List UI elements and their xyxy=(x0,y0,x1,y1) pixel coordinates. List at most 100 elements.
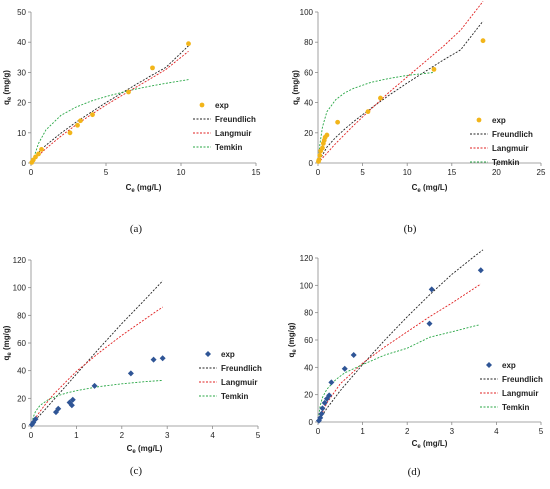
x-tick-label: 15 xyxy=(252,168,261,177)
y-axis-label: qe (mg/g) xyxy=(291,70,302,105)
y-tick-label: 60 xyxy=(304,68,313,77)
legend-exp-label: exp xyxy=(492,116,506,125)
legend-langmuir-label: Langmuir xyxy=(502,389,538,398)
y-tick-label: 20 xyxy=(304,129,313,138)
y-tick-label: 0 xyxy=(22,422,27,431)
exp-data-point xyxy=(320,145,325,151)
panel-c: 0 1 2 3 4 5 0 20 40 60 80 100 120 Ce (mg/L) qe (mg/g) e… xyxy=(2,256,262,477)
y-tick-label: 10 xyxy=(17,129,26,138)
legend-temkin-label: Temkin xyxy=(215,143,243,152)
legend-langmuir-label: Langmuir xyxy=(221,378,257,387)
y-tick-label: 40 xyxy=(17,367,26,376)
y-axis-label: qe (mg/g) xyxy=(2,325,13,360)
panel-label: (d) xyxy=(408,466,421,478)
exp-data-point xyxy=(159,355,166,362)
y-tick-label: 120 xyxy=(300,254,314,263)
legend-langmuir-label: Langmuir xyxy=(492,144,528,153)
y-tick-label: 50 xyxy=(17,8,26,17)
y-tick-label: 60 xyxy=(17,339,26,348)
langmuir-fit-line xyxy=(317,1,484,164)
x-tick-label: 10 xyxy=(177,168,186,177)
legend: exp Freundlich Langmuir Temkin xyxy=(199,350,262,401)
temkin-fit-line xyxy=(317,71,435,161)
y-axis-label: qe (mg/g) xyxy=(2,70,13,105)
legend: exp Freundlich Langmuir Temkin xyxy=(470,116,533,167)
exp-data-point xyxy=(91,382,98,389)
exp-data-point xyxy=(126,89,131,95)
langmuir-fit-line xyxy=(317,283,482,423)
legend-temkin-label: Temkin xyxy=(502,403,530,412)
legend-temkin-label: Temkin xyxy=(492,158,520,167)
x-tick-label: 2 xyxy=(120,431,125,440)
y-tick-label: 100 xyxy=(300,281,314,290)
exp-data-point xyxy=(75,122,80,128)
x-axis-label: Ce (mg/L) xyxy=(412,439,448,450)
legend-exp-marker xyxy=(199,102,205,108)
y-tick-label: 100 xyxy=(13,284,27,293)
y-axis-label: qe (mg/g) xyxy=(287,322,298,357)
y-tick-label: 100 xyxy=(300,8,314,17)
exp-data-point xyxy=(480,38,486,44)
exp-data-point xyxy=(378,95,383,101)
x-tick-label: 0 xyxy=(316,427,321,436)
exp-data-point xyxy=(78,118,83,124)
exp-data-point xyxy=(36,151,41,157)
y-tick-label: 80 xyxy=(304,309,313,318)
legend: exp Freundlich Langmuir Temkin xyxy=(193,101,256,152)
exp-data-point xyxy=(39,147,44,152)
exp-data-point xyxy=(335,119,341,125)
x-axis-label: Ce (mg/L) xyxy=(127,444,163,455)
freundlich-fit-line xyxy=(30,45,189,164)
x-tick-label: 5 xyxy=(104,168,109,177)
legend-exp-marker xyxy=(486,362,492,368)
exp-data-point xyxy=(186,41,191,47)
exp-data-point xyxy=(68,402,75,409)
exp-data-point xyxy=(127,370,134,377)
y-tick-label: 80 xyxy=(304,38,313,47)
freundlich-fit-line xyxy=(317,20,484,164)
exp-data-point xyxy=(150,356,157,363)
y-tick-label: 40 xyxy=(304,363,313,372)
temkin-fit-line xyxy=(318,324,479,416)
x-axis-label: Ce (mg/L) xyxy=(412,183,448,194)
x-tick-label: 0 xyxy=(29,168,34,177)
exp-data-point xyxy=(317,153,323,158)
exp-data-point xyxy=(350,352,357,359)
x-tick-label: 1 xyxy=(360,427,365,436)
exp-data-point xyxy=(90,112,95,118)
x-tick-label: 1 xyxy=(74,431,79,440)
x-tick-label: 0 xyxy=(316,168,321,177)
x-tick-label: 0 xyxy=(29,431,34,440)
y-tick-label: 0 xyxy=(309,418,314,427)
exp-data-point xyxy=(431,66,437,72)
exp-data-point xyxy=(33,154,38,160)
x-tick-label: 3 xyxy=(165,431,170,440)
x-axis-label: Ce (mg/L) xyxy=(126,183,162,194)
exp-data-point xyxy=(326,392,333,399)
langmuir-fit-line xyxy=(30,306,163,427)
exp-data-point xyxy=(365,109,371,115)
x-tick-label: 20 xyxy=(492,168,501,177)
y-tick-label: 20 xyxy=(304,391,313,400)
y-tick-label: 40 xyxy=(304,99,313,108)
temkin-fit-line xyxy=(33,79,189,158)
x-tick-label: 4 xyxy=(494,427,499,436)
exp-data-point xyxy=(328,379,335,386)
panel-a: 0 5 10 15 0 10 20 30 40 50 Ce (mg/L) qe (mg/g) exp Fr… xyxy=(2,8,261,235)
legend-freundlich-label: Freundlich xyxy=(492,130,533,139)
exp-data-point xyxy=(150,65,155,71)
exp-data-point xyxy=(426,320,433,327)
exp-data-point xyxy=(321,399,328,406)
y-tick-label: 30 xyxy=(17,68,26,77)
y-tick-label: 0 xyxy=(22,159,27,168)
legend-freundlich-label: Freundlich xyxy=(221,364,262,373)
legend-langmuir-label: Langmuir xyxy=(215,129,251,138)
exp-data-point xyxy=(324,132,330,138)
legend-exp-marker xyxy=(476,117,482,123)
legend-exp-label: exp xyxy=(215,101,229,110)
exp-data-point xyxy=(67,130,73,136)
exp-data-point xyxy=(318,410,325,417)
y-tick-label: 20 xyxy=(17,394,26,403)
y-tick-label: 0 xyxy=(309,159,314,168)
